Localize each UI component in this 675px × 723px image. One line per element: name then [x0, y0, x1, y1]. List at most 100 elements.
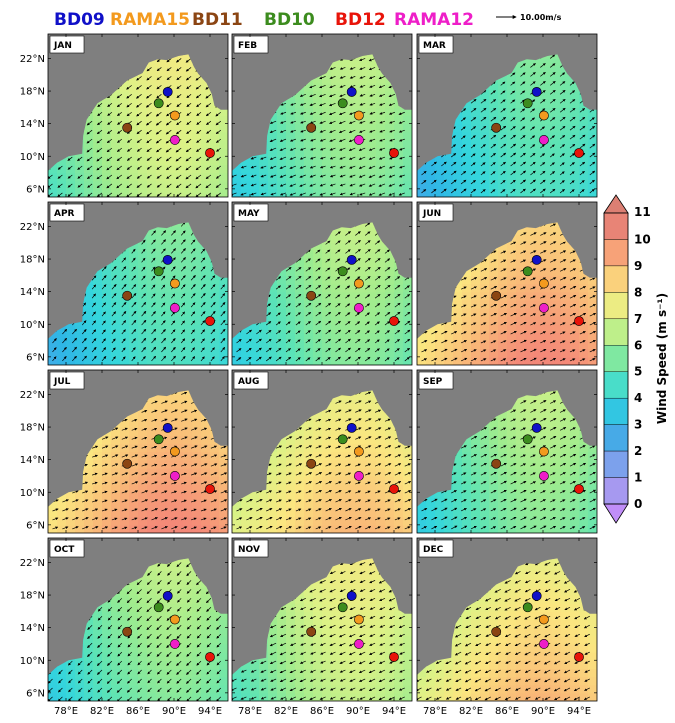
speed-cell — [331, 139, 341, 149]
speed-cell — [183, 324, 193, 333]
speed-cell — [552, 250, 562, 260]
speed-cell — [111, 492, 121, 501]
speed-cell — [219, 356, 228, 365]
speed-cell — [174, 66, 184, 76]
wind-arrow — [165, 129, 172, 135]
wind-arrow — [186, 103, 192, 107]
speed-cell — [295, 107, 305, 117]
speed-cell — [250, 172, 260, 182]
speed-cell — [570, 299, 580, 309]
speed-cell — [525, 172, 535, 182]
speed-cell — [120, 316, 130, 325]
station-marker-rama15 — [169, 110, 180, 121]
speed-cell — [277, 307, 287, 317]
speed-cell — [295, 131, 305, 141]
speed-cell — [174, 180, 184, 190]
speed-cell — [156, 283, 166, 293]
speed-cell — [147, 156, 157, 165]
speed-cell — [367, 316, 377, 325]
speed-cell — [147, 74, 157, 84]
speed-cell — [201, 275, 211, 285]
speed-cell — [403, 164, 412, 174]
speed-cell — [385, 267, 395, 276]
speed-cell — [552, 91, 562, 100]
wind-arrow — [196, 138, 202, 143]
wind-arrow — [96, 129, 103, 135]
speed-cell — [376, 250, 386, 260]
panel-map — [48, 34, 228, 197]
speed-cell — [349, 123, 359, 133]
speed-cell — [507, 91, 517, 100]
speed-cell — [138, 467, 148, 477]
wind-arrow — [205, 111, 212, 117]
speed-cell — [376, 340, 386, 350]
speed-cell — [156, 172, 166, 182]
speed-cell — [534, 156, 544, 165]
speed-cell — [138, 348, 148, 358]
wind-arrow — [145, 111, 152, 117]
speed-cell — [313, 115, 323, 125]
speed-cell — [453, 324, 463, 333]
speed-cell — [241, 164, 251, 174]
wind-arrow — [96, 156, 103, 162]
speed-cell — [277, 324, 287, 333]
panel-map — [232, 34, 412, 197]
wind-arrow — [329, 85, 336, 89]
speed-cell — [192, 307, 202, 317]
speed-cell — [75, 508, 85, 518]
speed-cell — [367, 123, 377, 133]
speed-cell — [340, 340, 350, 350]
speed-cell — [183, 148, 193, 157]
speed-cell — [304, 139, 314, 149]
speed-cell — [349, 139, 359, 149]
speed-cell — [471, 316, 481, 325]
speed-cell — [304, 316, 314, 325]
speed-cell — [165, 123, 175, 133]
speed-cell — [183, 180, 193, 190]
speed-cell — [516, 115, 526, 125]
speed-cell — [471, 283, 481, 293]
speed-cell — [525, 131, 535, 141]
speed-cell — [435, 356, 445, 365]
speed-cell — [277, 164, 287, 174]
speed-cell — [277, 180, 287, 190]
speed-cell — [385, 332, 395, 342]
speed-cell — [183, 91, 193, 100]
speed-cell — [277, 148, 287, 157]
speed-cell — [561, 131, 571, 141]
speed-cell — [241, 156, 251, 165]
speed-cell — [156, 516, 166, 526]
speed-cell — [498, 348, 508, 358]
speed-cell — [165, 99, 175, 108]
wind-arrow — [77, 174, 83, 179]
speed-cell — [385, 107, 395, 117]
speed-cell — [489, 324, 499, 333]
speed-cell — [174, 234, 184, 244]
speed-cell — [286, 148, 296, 157]
speed-cell — [376, 267, 386, 276]
wind-arrow — [136, 138, 142, 143]
speed-cell — [489, 275, 499, 285]
speed-cell — [376, 356, 386, 365]
wind-arrow — [319, 111, 326, 115]
speed-cell — [156, 148, 166, 157]
speed-cell — [111, 91, 121, 100]
wind-arrow — [338, 129, 346, 134]
wind-arrow — [289, 156, 297, 160]
speed-cell — [201, 123, 211, 133]
wind-arrow — [166, 67, 172, 72]
wind-arrow — [205, 165, 212, 170]
speed-cell — [525, 242, 535, 252]
speed-cell — [48, 180, 58, 190]
wind-arrow — [206, 120, 212, 125]
speed-cell — [376, 148, 386, 157]
speed-cell — [259, 156, 269, 165]
wind-arrow — [136, 85, 142, 90]
speed-cell — [561, 316, 571, 325]
speed-cell — [561, 275, 571, 285]
wind-arrow — [77, 156, 83, 162]
speed-cell — [426, 164, 436, 174]
speed-cell — [66, 508, 76, 518]
speed-cell — [385, 131, 395, 141]
speed-cell — [313, 250, 323, 260]
